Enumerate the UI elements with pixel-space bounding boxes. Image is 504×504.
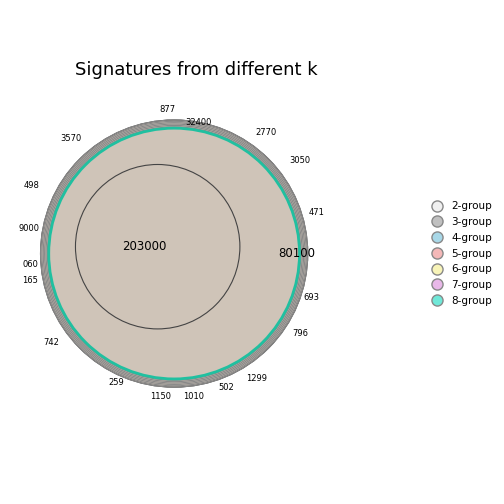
Text: 2770: 2770 [256,129,277,138]
Text: 259: 259 [109,378,124,387]
Text: 502: 502 [218,384,234,392]
Text: 471: 471 [308,208,325,217]
Text: 9000: 9000 [18,224,39,233]
Text: 742: 742 [43,338,59,347]
Text: 1299: 1299 [246,374,267,383]
Text: 3050: 3050 [290,156,311,165]
Title: Signatures from different k: Signatures from different k [76,61,318,79]
Text: 060: 060 [22,260,38,269]
Text: 165: 165 [22,277,38,285]
Circle shape [76,164,240,329]
Text: 796: 796 [292,329,308,338]
Text: 877: 877 [159,105,175,114]
Legend: 2-group, 3-group, 4-group, 5-group, 6-group, 7-group, 8-group: 2-group, 3-group, 4-group, 5-group, 6-gr… [422,197,496,310]
Circle shape [40,120,308,387]
Text: 1150: 1150 [150,392,171,401]
Text: 3570: 3570 [60,134,82,143]
Text: 693: 693 [303,293,319,302]
Text: 1010: 1010 [183,392,204,401]
Text: 32400: 32400 [185,117,212,127]
Text: 498: 498 [24,180,39,190]
Text: 203000: 203000 [122,240,166,253]
Text: 80100: 80100 [278,247,316,260]
